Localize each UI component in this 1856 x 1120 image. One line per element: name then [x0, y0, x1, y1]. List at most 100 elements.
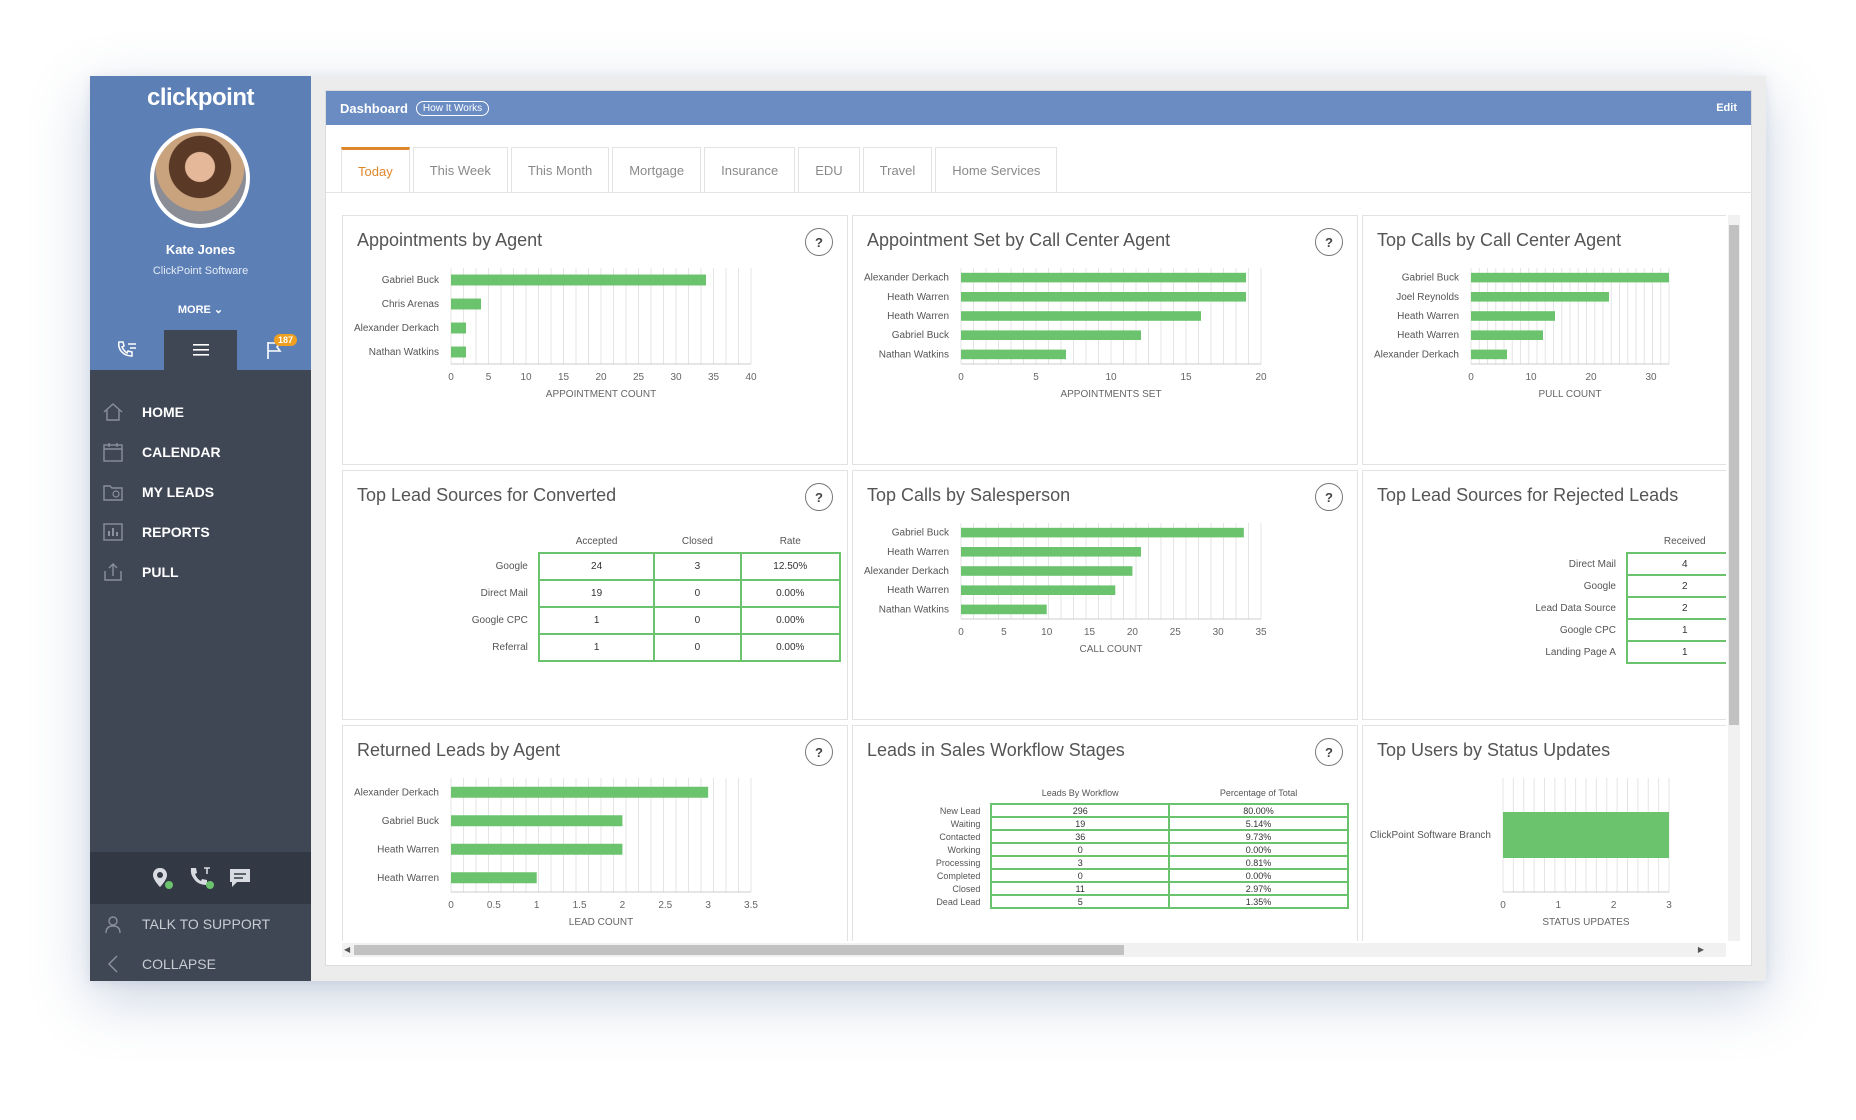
table-row: Dead Lead 5 1.35% — [863, 894, 1349, 909]
notifications-button[interactable]: 187 — [237, 330, 312, 370]
dashboard-panel: Dashboard How It Works Edit Today This W… — [325, 90, 1753, 966]
nav-item-reports[interactable]: REPORTS — [90, 512, 311, 552]
tick-label: 0 — [1500, 900, 1506, 911]
tab-today[interactable]: Today — [341, 147, 410, 192]
table-row: Direct Mail40 — [1373, 552, 1726, 576]
horizontal-scrollbar[interactable]: ◀ ▶ — [342, 943, 1726, 957]
table-row: Processing 3 0.81% — [863, 855, 1349, 870]
table-cell: 1 — [1625, 640, 1726, 664]
tab-this-week[interactable]: This Week — [412, 147, 508, 192]
table-cell: 0.81% — [1168, 855, 1349, 870]
table-row: Contacted 36 9.73% — [863, 829, 1349, 844]
help-button[interactable]: ? — [1315, 483, 1343, 511]
nav-item-calendar[interactable]: CALENDAR — [90, 432, 311, 472]
category-label: Heath Warren — [887, 547, 949, 558]
bar — [451, 843, 623, 855]
table-cell: 12.50% — [739, 552, 842, 581]
tick-label: 0.5 — [487, 900, 501, 911]
table-cell: 0.00% — [739, 579, 842, 608]
phone-button[interactable] — [90, 330, 164, 370]
collapse-button[interactable]: COLLAPSE — [90, 944, 311, 981]
row-label: Lead Data Source — [1535, 602, 1616, 614]
table-row: Lead Data Source20 — [1373, 596, 1726, 620]
sidebar-actions: 187 — [90, 330, 312, 370]
table-row: Direct Mail 19 0 0.00% — [353, 579, 842, 608]
returned-leads-chart: Alexander Derkach Gabriel Buck Heath Warre… — [354, 778, 758, 928]
table-cell: 3 — [990, 855, 1171, 870]
table-header-blank — [353, 531, 539, 553]
location-icon[interactable] — [150, 866, 174, 890]
help-button[interactable]: ? — [805, 228, 833, 256]
chat-icon[interactable] — [228, 867, 252, 889]
nav-item-my-leads[interactable]: MY LEADS — [90, 472, 311, 512]
table-cell: 0.00% — [739, 606, 842, 635]
row-label: New Lead — [939, 805, 981, 816]
tab-this-month[interactable]: This Month — [510, 147, 610, 192]
tab-divider — [326, 192, 1753, 193]
widget-top-calls-call-center: Top Calls by Call Center Agent Gabriel B… — [1362, 215, 1726, 465]
tick-label: 0 — [448, 900, 454, 911]
avatar[interactable] — [150, 128, 250, 228]
tab-edu[interactable]: EDU — [798, 147, 860, 192]
support-label: TALK TO SUPPORT — [142, 916, 271, 932]
talk-to-support-button[interactable]: TALK TO SUPPORT — [90, 904, 311, 944]
table-cell: 2 — [1625, 574, 1726, 598]
chevron-down-icon: ⌄ — [213, 304, 224, 316]
tab-home-services[interactable]: Home Services — [935, 147, 1058, 192]
nav-item-pull[interactable]: PULL — [90, 552, 311, 592]
bar — [961, 604, 1047, 615]
menu-button[interactable] — [163, 330, 238, 370]
collapse-label: COLLAPSE — [142, 956, 216, 972]
bar — [1471, 311, 1555, 321]
tab-travel[interactable]: Travel — [862, 147, 933, 192]
row-label: Google CPC — [1559, 624, 1616, 636]
page-title: Dashboard — [340, 100, 408, 116]
scroll-right-arrow[interactable]: ▶ — [1697, 945, 1704, 954]
scrollbar-thumb[interactable] — [1729, 225, 1739, 725]
category-label: Heath Warren — [887, 292, 949, 303]
nav-item-home[interactable]: HOME — [90, 392, 311, 432]
widget-title: Top Lead Sources for Converted — [357, 485, 617, 505]
tab-mortgage[interactable]: Mortgage — [612, 147, 702, 192]
row-label: Waiting — [950, 818, 981, 829]
tick-label: 10 — [1105, 372, 1117, 383]
bar — [961, 527, 1244, 538]
help-button[interactable]: ? — [1315, 228, 1343, 256]
table-row: Google 24 3 12.50% — [353, 552, 842, 581]
sidebar: clickpoint Kate Jones ClickPoint Softwar… — [90, 76, 312, 981]
widget-title: Appointments by Agent — [357, 230, 543, 250]
how-it-works-button[interactable]: How It Works — [415, 100, 490, 116]
bar — [961, 566, 1133, 576]
table-header-row: Accepted Closed Rate — [353, 531, 840, 553]
vertical-scrollbar[interactable] — [1728, 215, 1740, 941]
status-updates-chart: ClickPoint Software Branch 0 1 2 3 STATUS UPD… — [1370, 778, 1672, 928]
tick-label: 1.5 — [573, 900, 587, 911]
tick-label: 20 — [1255, 372, 1267, 383]
help-button[interactable]: ? — [1315, 738, 1343, 766]
more-button[interactable]: MORE ⌄ — [90, 303, 311, 316]
edit-button[interactable]: Edit — [1716, 102, 1737, 114]
bar — [961, 292, 1246, 302]
category-label: Heath Warren — [887, 585, 949, 596]
tick-label: 2 — [1611, 900, 1617, 911]
help-button[interactable]: ? — [805, 738, 833, 766]
tick-label: 30 — [670, 372, 682, 383]
table-header: Closed — [681, 536, 713, 547]
widget-title: Top Users by Status Updates — [1377, 740, 1611, 760]
widget-title: Returned Leads by Agent — [357, 740, 561, 760]
category-label: Alexander Derkach — [864, 566, 949, 577]
tab-insurance[interactable]: Insurance — [704, 147, 796, 192]
table-cell: 0.00% — [739, 633, 842, 662]
phone-transfer-icon[interactable] — [188, 866, 214, 890]
scroll-left-arrow[interactable]: ◀ — [344, 945, 351, 954]
widget-lead-sources-converted: Top Lead Sources for Converted ? Accepte… — [342, 470, 848, 720]
help-button[interactable]: ? — [805, 483, 833, 511]
scrollbar-thumb[interactable] — [354, 945, 1124, 955]
table-row: Completed 0 0.00% — [863, 868, 1349, 883]
bar — [451, 274, 706, 286]
table-cell: 0.00% — [1168, 868, 1349, 883]
table-cell: 3 — [653, 552, 742, 581]
bar — [451, 815, 623, 827]
table-cell: 0 — [653, 579, 742, 608]
tick-label: 2 — [620, 900, 626, 911]
